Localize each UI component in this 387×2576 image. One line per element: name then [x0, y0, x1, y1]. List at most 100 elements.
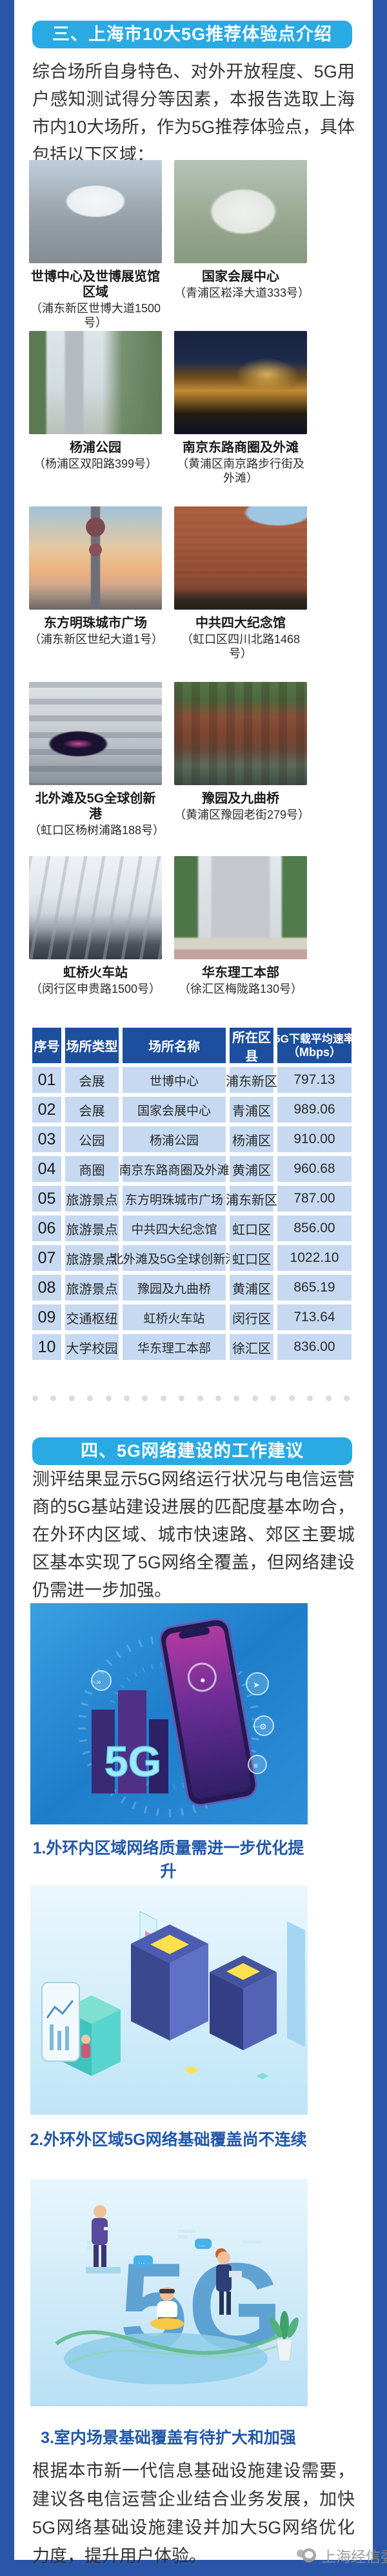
photo-cpc-4th-congress-memorial	[174, 506, 307, 610]
table-cell: 787.00	[277, 1186, 352, 1212]
col-header-speed-line2: （Mbps）	[288, 1045, 341, 1059]
venue-name: 国家会展中心	[202, 270, 279, 284]
table-cell: 北外滩及5G全球创新港	[111, 1245, 237, 1271]
photo-oriental-pearl-plaza	[29, 506, 162, 610]
dotted-divider	[32, 1395, 350, 1401]
photo-ecust-campus	[174, 856, 307, 959]
table-cell: 世博中心	[123, 1067, 226, 1093]
venue-name: 东方明珠城市广场	[44, 616, 147, 630]
venue-name: 华东理工本部	[202, 966, 279, 980]
watermark-text: 上海经信委	[321, 2548, 387, 2565]
illustration-isometric-5g-city	[30, 1886, 308, 2115]
table-cell: 1022.10	[277, 1245, 352, 1271]
table-cell: 05	[32, 1186, 61, 1212]
point-1-caption: 1.外环内区域网络质量需进一步优化提升	[32, 1839, 304, 1881]
venue-address: （黄浦区豫园老街279号）	[174, 808, 310, 821]
photo-hongqiao-railway-station	[29, 856, 162, 959]
table-cell: 国家会展中心	[123, 1097, 226, 1123]
table-cell: 10	[32, 1334, 61, 1360]
table-cell: 徐汇区	[230, 1334, 273, 1360]
table-cell: 04	[32, 1156, 61, 1182]
svg-text:…: …	[199, 2241, 205, 2248]
table-cell: 中共四大纪念馆	[123, 1215, 226, 1241]
speed-table: 序号 场所类型 场所名称 所在区县 5G下载平均速率 （Mbps） 01 会展 世…	[32, 1028, 355, 1360]
table-cell: 虹口区	[230, 1215, 273, 1241]
venue-name: 世博中心及世博展览馆区域	[31, 270, 160, 299]
table-cell: 青浦区	[230, 1097, 273, 1123]
venue-address: （青浦区崧泽大道333号）	[174, 286, 310, 299]
table-cell: 会展	[65, 1097, 119, 1123]
illustration-5g-phone-city: 5G ➤ ⚙ ≡ »	[30, 1603, 308, 1824]
venue-card-10: 华东理工本部 （徐汇区梅陇路130号）	[174, 856, 307, 996]
table-cell: 989.06	[277, 1097, 352, 1123]
venue-address: （闵行区申贵路1500号）	[30, 983, 161, 995]
section4-intro: 测评结果显示5G网络运行状况与电信运营商的5G基站建设进展的匹配度基本吻合，在外…	[32, 1470, 355, 1600]
table-cell: 交通枢纽	[65, 1304, 119, 1330]
table-cell: 960.68	[277, 1156, 352, 1182]
table-cell: 865.19	[277, 1275, 352, 1301]
table-cell: 旅游景点	[65, 1215, 119, 1241]
col-header-speed-line1: 5G下载平均速率	[274, 1032, 355, 1045]
venue-address: （浦东新区世博大道1500号）	[30, 302, 161, 329]
svg-text:⚙: ⚙	[259, 1722, 267, 1732]
col-header-district: 所在区县	[230, 1028, 273, 1064]
table-cell: 浦东新区	[226, 1186, 277, 1212]
table-cell: 公园	[65, 1126, 119, 1152]
venue-address: （徐汇区梅陇路130号）	[178, 983, 303, 995]
venue-card-5: 东方明珠城市广场 （浦东新区世纪大道1号）	[29, 506, 164, 646]
table-cell: 01	[32, 1067, 61, 1093]
photo-yu-garden-nine-bend-bridge	[174, 682, 307, 785]
table-cell: 02	[32, 1097, 61, 1123]
section3-title-banner: 三、上海市10大5G推荐体验点介绍	[32, 21, 352, 48]
venue-address: （虹口区杨树浦路188号）	[29, 824, 165, 837]
venue-name: 豫园及九曲桥	[202, 792, 279, 806]
table-cell: 旅游景点	[65, 1275, 119, 1301]
table-cell: 09	[32, 1304, 61, 1330]
venue-card-2: 国家会展中心 （青浦区崧泽大道333号）	[174, 160, 310, 300]
table-cell: 商圈	[65, 1156, 119, 1182]
svg-text:»: »	[97, 1677, 101, 1686]
photo-nanjing-east-road-bund	[174, 331, 307, 434]
section3-intro: 综合场所自身特色、对外开放程度、5G用户感知测试得分等因素，本报告选取上海市内1…	[32, 62, 355, 165]
table-cell: 豫园及九曲桥	[123, 1275, 226, 1301]
venue-card-4: 南京东路商圈及外滩 （黄浦区南京路步行街及外滩）	[174, 331, 307, 485]
photo-national-exhibition-center	[174, 160, 307, 263]
svg-text:…: …	[138, 2258, 145, 2266]
table-cell: 大学校园	[65, 1334, 119, 1360]
photo-yangpu-park	[29, 331, 162, 434]
svg-text:➤: ➤	[253, 1680, 260, 1690]
table-cell: 旅游景点	[65, 1245, 119, 1271]
point-3-caption: 3.室内场景基础覆盖有待扩大和加强	[41, 2429, 296, 2447]
venue-card-6: 中共四大纪念馆 （虹口区四川北路1468号）	[174, 506, 307, 661]
table-cell: 07	[32, 1245, 61, 1271]
table-cell: 虹口区	[230, 1245, 273, 1271]
watermark: 上海经信委	[295, 2544, 387, 2566]
table-cell: 06	[32, 1215, 61, 1241]
table-cell: 会展	[65, 1067, 119, 1093]
venue-card-7: 北外滩及5G全球创新港 （虹口区杨树浦路188号）	[29, 682, 165, 837]
photo-expo-center-region	[29, 160, 162, 263]
venue-card-8: 豫园及九曲桥 （黄浦区豫园老街279号）	[174, 682, 310, 822]
venue-address: （浦东新区世纪大道1号）	[29, 633, 164, 646]
table-cell: 虹桥火车站	[123, 1304, 226, 1330]
table-cell: 浦东新区	[226, 1067, 277, 1093]
svg-text:≡: ≡	[253, 1761, 258, 1770]
venue-name: 杨浦公园	[70, 441, 121, 455]
section3-title: 三、上海市10大5G推荐体验点介绍	[52, 25, 333, 44]
venue-address: （杨浦区双阳路399号）	[33, 457, 158, 470]
venue-card-9: 虹桥火车站 （闵行区申贵路1500号）	[29, 856, 162, 996]
svg-text:5G: 5G	[104, 1737, 161, 1785]
venue-name: 虹桥火车站	[63, 966, 128, 980]
section4-conclusion: 根据本市新一代信息基础设施建设需要，建议各电信运营企业结合业务发展，加快5G网络…	[32, 2461, 355, 2566]
table-cell: 杨浦区	[230, 1126, 273, 1152]
col-header-name: 场所名称	[123, 1028, 226, 1063]
shanghai-jingxinwei-logo-icon	[297, 2548, 316, 2563]
table-cell: 03	[32, 1126, 61, 1152]
venue-address: （虹口区四川北路1468号）	[181, 633, 301, 660]
bottom-band	[14, 2560, 373, 2576]
col-header-type: 场所类型	[65, 1028, 119, 1063]
table-cell: 旅游景点	[65, 1186, 119, 1212]
col-header-index: 序号	[32, 1028, 61, 1063]
table-cell: 856.00	[277, 1215, 352, 1241]
